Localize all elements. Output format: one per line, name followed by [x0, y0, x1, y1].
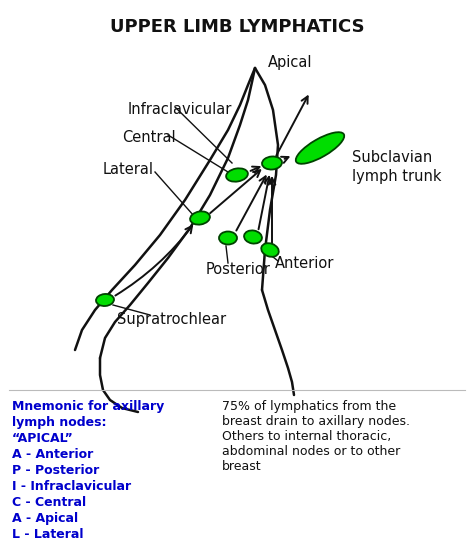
Text: Central: Central — [122, 130, 176, 145]
Ellipse shape — [190, 211, 210, 225]
Ellipse shape — [296, 132, 344, 164]
Text: A - Apical: A - Apical — [12, 512, 78, 525]
Text: A - Anterior: A - Anterior — [12, 448, 93, 461]
Ellipse shape — [261, 243, 279, 257]
Text: Anterior: Anterior — [275, 256, 334, 271]
Text: Subclavian
lymph trunk: Subclavian lymph trunk — [352, 150, 441, 184]
Text: Infraclavicular: Infraclavicular — [128, 102, 232, 117]
Text: Supratrochlear: Supratrochlear — [117, 312, 226, 327]
Text: Mnemonic for axillary: Mnemonic for axillary — [12, 400, 164, 413]
Text: P - Posterior: P - Posterior — [12, 464, 99, 477]
Text: “APICAL”: “APICAL” — [12, 432, 74, 445]
Text: UPPER LIMB LYMPHATICS: UPPER LIMB LYMPHATICS — [109, 18, 365, 36]
Ellipse shape — [262, 156, 282, 170]
Text: L - Lateral: L - Lateral — [12, 528, 83, 541]
Ellipse shape — [219, 231, 237, 245]
Text: Lateral: Lateral — [103, 162, 154, 177]
Text: I - Infraclavicular: I - Infraclavicular — [12, 480, 131, 493]
Ellipse shape — [226, 168, 248, 182]
Text: Apical: Apical — [268, 55, 312, 70]
Ellipse shape — [244, 230, 262, 243]
Text: C - Central: C - Central — [12, 496, 86, 509]
Text: lymph nodes:: lymph nodes: — [12, 416, 107, 429]
Text: 75% of lymphatics from the
breast drain to axillary nodes.
Others to internal th: 75% of lymphatics from the breast drain … — [222, 400, 410, 473]
Ellipse shape — [96, 294, 114, 306]
Text: Posterior: Posterior — [206, 262, 271, 277]
